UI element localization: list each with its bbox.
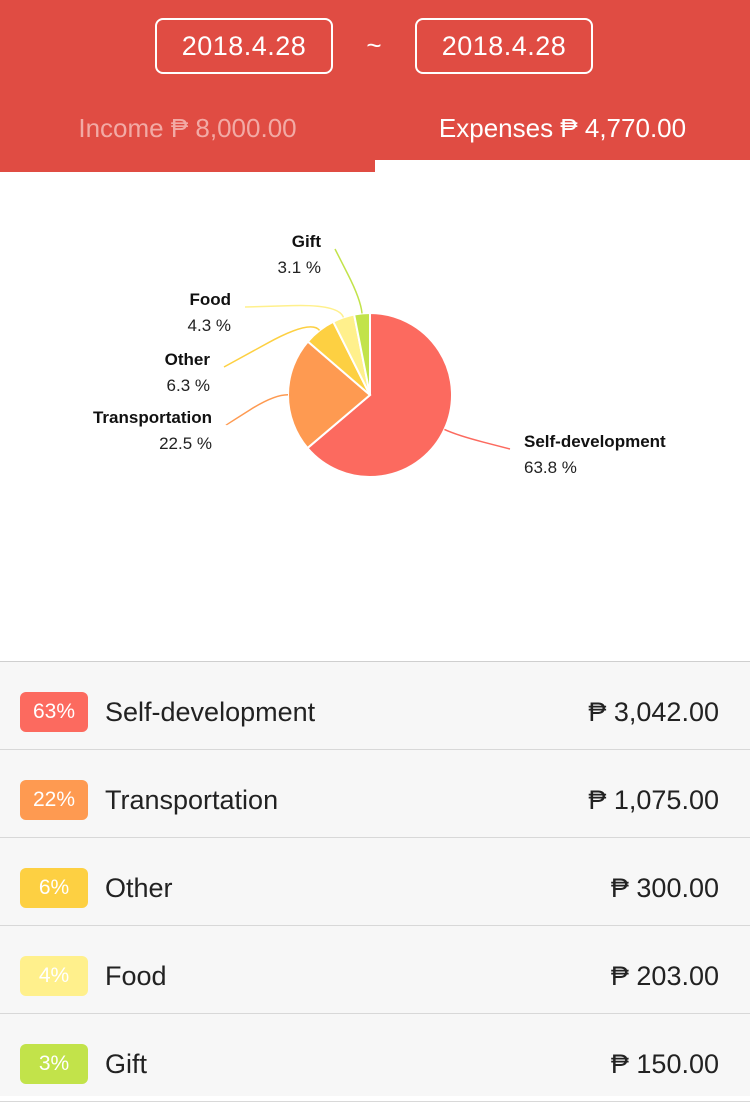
tab-income[interactable]: Income ₱ 8,000.00 — [78, 113, 297, 143]
pie-label-name-other: Other — [165, 350, 211, 369]
category-amount: ₱ 203.00 — [610, 961, 719, 991]
start-date-button[interactable]: 2018.4.28 — [155, 18, 333, 74]
list-item-self-development[interactable]: 63% Self-development ₱ 3,042.00 — [0, 662, 750, 750]
category-amount: ₱ 1,075.00 — [588, 785, 719, 815]
category-amount: ₱ 3,042.00 — [588, 697, 719, 727]
tab-expenses[interactable]: Expenses ₱ 4,770.00 — [438, 113, 687, 143]
list-item-gift[interactable]: 3% Gift ₱ 150.00 — [0, 1014, 750, 1102]
category-name: Transportation — [105, 785, 279, 815]
pie-slice-gift[interactable] — [352, 311, 371, 396]
pie-leader-line-gift — [334, 248, 363, 314]
percent-badge: 6% — [20, 868, 88, 908]
pie-label-name-transportation: Transportation — [93, 408, 212, 427]
percent-badge: 4% — [20, 956, 88, 996]
active-tab-indicator — [375, 160, 750, 172]
pie-chart-area: Self-development 63.8 % Transportation 22.5… — [0, 172, 750, 661]
pie-label-percent-food: 4.3 % — [188, 316, 231, 335]
category-name: Other — [105, 873, 173, 903]
date-range-separator: ~ — [366, 30, 382, 60]
pie-leader-line-other — [223, 326, 321, 368]
expense-pie-chart: Self-development 63.8 % Transportation 22.5… — [93, 232, 666, 478]
category-name: Gift — [105, 1049, 148, 1079]
pie-label-percent-transportation: 22.5 % — [159, 434, 212, 453]
percent-badge: 63% — [20, 692, 88, 732]
percent-badge: 22% — [20, 780, 88, 820]
pie-slice-self-development[interactable] — [306, 311, 453, 478]
list-item-transportation[interactable]: 22% Transportation ₱ 1,075.00 — [0, 750, 750, 838]
pie-label-percent-gift: 3.1 % — [278, 258, 321, 277]
category-name: Self-development — [105, 697, 316, 727]
pie-label-percent-other: 6.3 % — [167, 376, 210, 395]
pie-label-name-food: Food — [189, 290, 231, 309]
pie-label-name-self-development: Self-development — [524, 432, 666, 451]
category-amount: ₱ 150.00 — [610, 1049, 719, 1079]
percent-badge: 3% — [20, 1044, 88, 1084]
header: 2018.4.28 ~ 2018.4.28 Income ₱ 8,000.00 … — [0, 0, 750, 172]
category-list: 63% Self-development ₱ 3,042.00 22% Tran… — [0, 662, 750, 1102]
list-item-other[interactable]: 6% Other ₱ 300.00 — [0, 838, 750, 926]
pie-label-name-gift: Gift — [292, 232, 322, 251]
chart-divider — [0, 661, 750, 662]
category-amount: ₱ 300.00 — [610, 873, 719, 903]
pie-leader-line-self-development — [444, 428, 511, 450]
pie-leader-line-food — [244, 304, 345, 318]
end-date-button[interactable]: 2018.4.28 — [415, 18, 593, 74]
pie-leader-line-transportation — [225, 393, 289, 426]
pie-label-percent-self-development: 63.8 % — [524, 458, 577, 477]
category-name: Food — [105, 961, 167, 991]
list-item-food[interactable]: 4% Food ₱ 203.00 — [0, 926, 750, 1014]
